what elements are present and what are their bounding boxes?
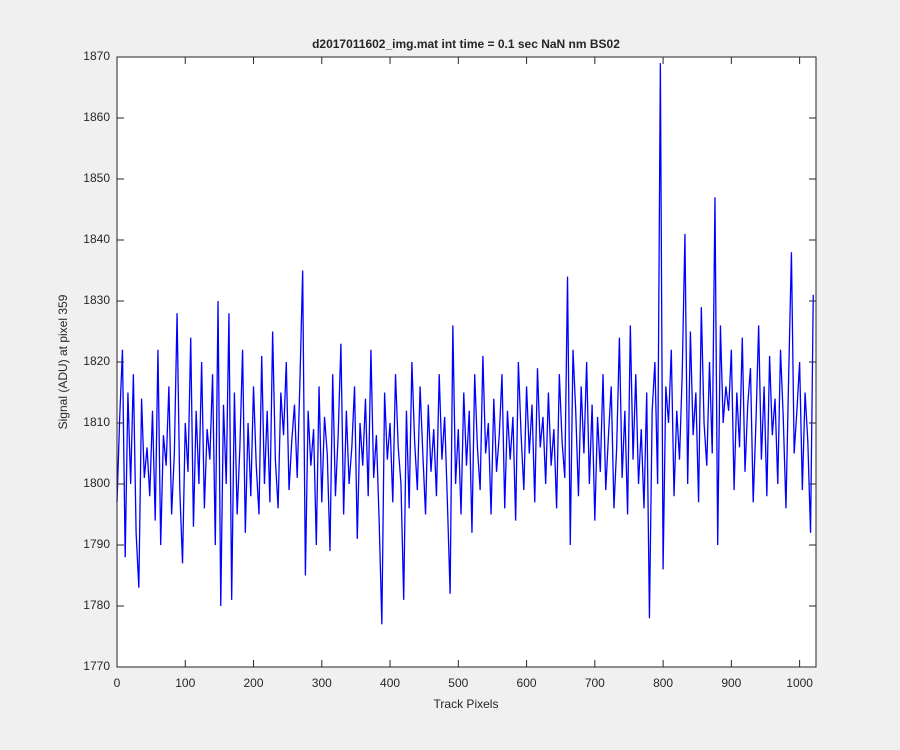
chart-title: d2017011602_img.mat int time = 0.1 sec N… bbox=[312, 37, 620, 51]
x-axis-label: Track Pixels bbox=[434, 697, 499, 711]
y-tick-label: 1770 bbox=[83, 659, 110, 673]
x-tick-label: 1000 bbox=[786, 676, 813, 690]
x-tick-label: 400 bbox=[380, 676, 400, 690]
data-line bbox=[116, 63, 814, 625]
y-tick-label: 1810 bbox=[83, 415, 110, 429]
y-tick-label: 1850 bbox=[83, 171, 110, 185]
y-axis-label: Signal (ADU) at pixel 359 bbox=[56, 294, 70, 429]
x-tick-label: 0 bbox=[114, 676, 121, 690]
y-tick-label: 1860 bbox=[83, 110, 110, 124]
x-tick-label: 300 bbox=[312, 676, 332, 690]
plot-area bbox=[117, 57, 816, 667]
y-tick-label: 1790 bbox=[83, 537, 110, 551]
x-tick-label: 200 bbox=[244, 676, 264, 690]
y-tick-label: 1840 bbox=[83, 232, 110, 246]
y-tick-label: 1870 bbox=[83, 49, 110, 63]
x-tick-label: 500 bbox=[448, 676, 468, 690]
y-tick-label: 1830 bbox=[83, 293, 110, 307]
x-tick-label: 900 bbox=[721, 676, 741, 690]
y-tick-label: 1820 bbox=[83, 354, 110, 368]
x-tick-label: 700 bbox=[585, 676, 605, 690]
x-tick-label: 800 bbox=[653, 676, 673, 690]
axes-box bbox=[116, 56, 817, 668]
x-tick-label: 600 bbox=[517, 676, 537, 690]
y-tick-label: 1800 bbox=[83, 476, 110, 490]
y-tick-label: 1780 bbox=[83, 598, 110, 612]
x-tick-label: 100 bbox=[175, 676, 195, 690]
